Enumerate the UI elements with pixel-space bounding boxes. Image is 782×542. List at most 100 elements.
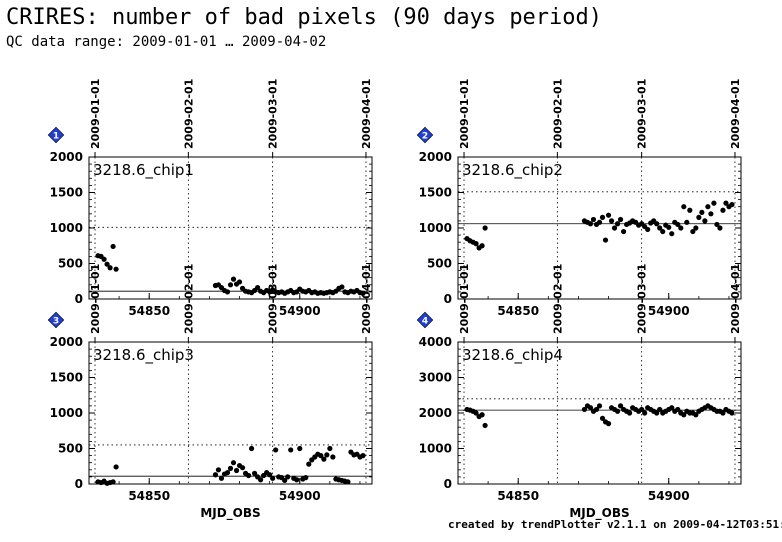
data-point (587, 221, 594, 227)
data-point (297, 445, 303, 452)
data-point (687, 207, 693, 213)
data-point (473, 410, 479, 416)
data-point (479, 412, 485, 418)
date-tick-label: 2009-04-01 (729, 79, 742, 149)
data-point (654, 410, 660, 416)
data-point (711, 200, 717, 206)
data-point (321, 456, 327, 462)
y-tick-label: 1500 (50, 371, 83, 385)
data-point (270, 475, 276, 481)
data-point (324, 452, 330, 458)
panel-badge-diamond (416, 311, 434, 329)
data-point (360, 290, 366, 296)
chart-panel-1: 2009-01-01 2009-02-01 2009-03-01 2009-04-01… (47, 79, 373, 318)
data-point (327, 445, 333, 452)
data-point (614, 221, 621, 227)
data-point (720, 207, 726, 213)
data-point (702, 218, 708, 224)
chart-label: 3218.6_chip1 (93, 161, 194, 180)
data-point (227, 282, 234, 288)
chart-panel-2: 2009-01-01 2009-02-01 2009-03-01 2009-04-01… (416, 79, 742, 318)
data-point (294, 477, 300, 483)
y-tick-label: 2000 (50, 335, 83, 349)
panel-badge-number: 4 (422, 317, 428, 327)
data-point (251, 470, 258, 476)
data-point (110, 479, 116, 485)
data-point (657, 406, 663, 413)
data-point (669, 231, 675, 237)
x-tick-label: 54900 (648, 489, 690, 503)
y-tick-label: 1000 (50, 406, 83, 420)
y-tick-label: 1000 (419, 442, 452, 456)
data-point (681, 204, 687, 210)
data-point (666, 224, 672, 230)
data-point (705, 204, 711, 210)
date-tick-label: 2009-02-01 (182, 79, 195, 149)
x-tick-label: 54900 (279, 489, 321, 503)
data-point (723, 200, 729, 206)
data-point (596, 219, 603, 225)
date-tick-label: 2009-03-01 (636, 264, 649, 334)
chart-label: 3218.6_chip4 (462, 346, 563, 365)
data-point (482, 422, 488, 429)
data-point (690, 228, 696, 235)
data-point (282, 477, 288, 484)
data-point (248, 445, 255, 452)
data-point (660, 228, 666, 235)
data-point (593, 406, 600, 413)
data-point (696, 214, 702, 220)
data-point (681, 412, 687, 418)
date-tick-label: 2009-03-01 (267, 264, 280, 334)
date-tick-label: 2009-04-01 (360, 79, 373, 149)
data-point (596, 403, 603, 409)
date-tick-label: 2009-02-01 (551, 79, 564, 149)
data-point (230, 460, 237, 466)
chart-label: 3218.6_chip2 (462, 161, 563, 180)
y-tick-label: 2000 (419, 150, 452, 164)
credit-line: created by trendPlotter v2.1.1 on 2009-0… (448, 518, 782, 531)
panel-badge-number: 2 (422, 132, 428, 142)
x-tick-label: 54850 (128, 304, 170, 318)
panel-badge-number: 1 (53, 132, 59, 142)
data-point (599, 214, 606, 220)
data-point (218, 475, 225, 481)
data-point (669, 405, 675, 411)
data-point (587, 405, 594, 411)
x-tick-label: 54850 (128, 489, 170, 503)
data-point (113, 464, 119, 470)
data-point (479, 243, 485, 249)
x-tick-label: 54900 (648, 304, 690, 318)
y-tick-label: 2000 (50, 150, 83, 164)
chart-panel-3: 2009-01-01 2009-02-01 2009-03-01 2009-04-01… (47, 264, 373, 521)
y-tick-label: 500 (58, 442, 83, 456)
data-point (675, 406, 681, 413)
data-point (599, 415, 606, 421)
panel-badge-diamond (416, 126, 434, 144)
data-point (617, 403, 624, 409)
data-point (254, 285, 261, 291)
data-point (303, 475, 309, 481)
data-point (617, 216, 624, 223)
data-point (675, 221, 681, 228)
data-point (714, 221, 720, 228)
data-point (230, 276, 237, 282)
data-point (110, 243, 116, 250)
date-tick-label: 2009-01-01 (458, 79, 471, 149)
data-point (693, 225, 699, 231)
data-point (101, 256, 107, 262)
date-tick-label: 2009-01-01 (89, 264, 102, 334)
data-point (684, 219, 690, 225)
x-tick-label: 54850 (497, 304, 539, 318)
data-point (678, 225, 684, 231)
data-point (345, 479, 351, 485)
data-point (360, 453, 366, 459)
date-tick-label: 2009-01-01 (458, 264, 471, 334)
chart-label: 3218.6_chip3 (93, 346, 194, 365)
data-point (107, 265, 113, 271)
data-point (215, 467, 222, 473)
data-point (627, 410, 633, 416)
data-point (642, 410, 648, 416)
data-point (236, 279, 243, 285)
y-tick-label: 1000 (50, 221, 83, 235)
